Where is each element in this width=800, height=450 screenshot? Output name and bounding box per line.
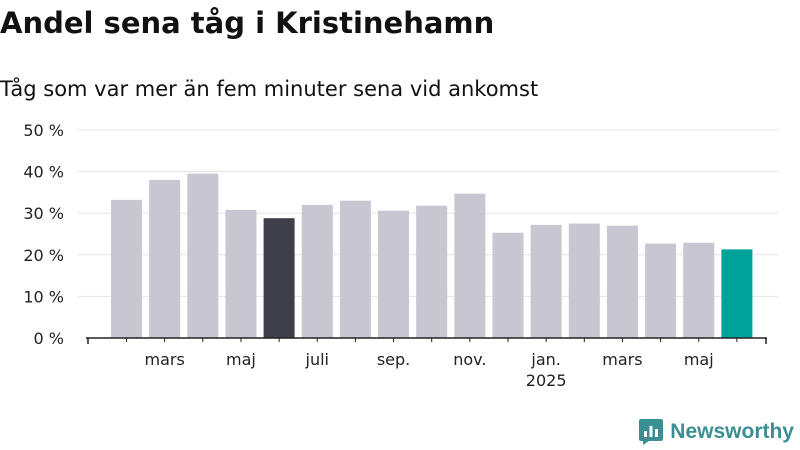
bar-2025-06 bbox=[721, 249, 753, 338]
bar-2024-05 bbox=[225, 209, 257, 338]
y-tick-label: 40 % bbox=[23, 163, 64, 182]
y-axis-labels: 0 % 10 % 20 % 30 % 40 % 50 % bbox=[23, 121, 64, 348]
y-tick-label: 50 % bbox=[23, 121, 64, 140]
bar-2024-08 bbox=[339, 200, 371, 338]
bar-2024-11 bbox=[454, 193, 486, 338]
bar-2024-12 bbox=[492, 232, 524, 338]
x-tick-label: maj bbox=[226, 350, 256, 369]
bar-2025-04 bbox=[645, 243, 677, 338]
bar-chart: 0 % 10 % 20 % 30 % 40 % 50 % mars maj juli sep. n… bbox=[23, 121, 778, 390]
y-tick-label: 0 % bbox=[34, 329, 64, 348]
y-tick-label: 20 % bbox=[23, 246, 64, 265]
bar-2024-07 bbox=[301, 204, 333, 338]
x-tick-label: nov. bbox=[453, 350, 486, 369]
brand-logo: Newsworthy bbox=[638, 416, 794, 448]
brand-name: Newsworthy bbox=[670, 420, 794, 443]
bar-2024-06 bbox=[263, 218, 295, 338]
x-tick-label: sep. bbox=[377, 350, 410, 369]
x-tick-year-label: 2025 bbox=[526, 371, 567, 390]
bar-2024-03 bbox=[149, 179, 181, 338]
x-tick-label: mars bbox=[144, 350, 184, 369]
bar-2024-04 bbox=[187, 173, 219, 338]
y-tick-label: 30 % bbox=[23, 204, 64, 223]
x-axis: mars maj juli sep. nov. jan. 2025 mars maj bbox=[87, 338, 767, 390]
bar-2025-05 bbox=[683, 242, 715, 338]
newsworthy-logo-icon bbox=[639, 419, 664, 445]
bar-2024-02 bbox=[111, 199, 142, 338]
bar-2025-01 bbox=[530, 224, 562, 338]
x-tick-label: mars bbox=[602, 350, 642, 369]
bar-2024-10 bbox=[416, 205, 448, 338]
bar-2025-02 bbox=[568, 223, 600, 338]
bar-2024-09 bbox=[378, 210, 410, 338]
x-tick-label: jan. bbox=[530, 350, 560, 369]
bar-2025-03 bbox=[606, 225, 638, 338]
y-tick-label: 10 % bbox=[23, 287, 64, 306]
bars bbox=[111, 173, 753, 338]
x-tick-label: juli bbox=[305, 350, 329, 369]
chart-subtitle: Tåg som var mer än fem minuter sena vid … bbox=[0, 77, 539, 101]
chart-title: Andel sena tåg i Kristinehamn bbox=[0, 6, 495, 40]
x-tick-label: maj bbox=[684, 350, 714, 369]
